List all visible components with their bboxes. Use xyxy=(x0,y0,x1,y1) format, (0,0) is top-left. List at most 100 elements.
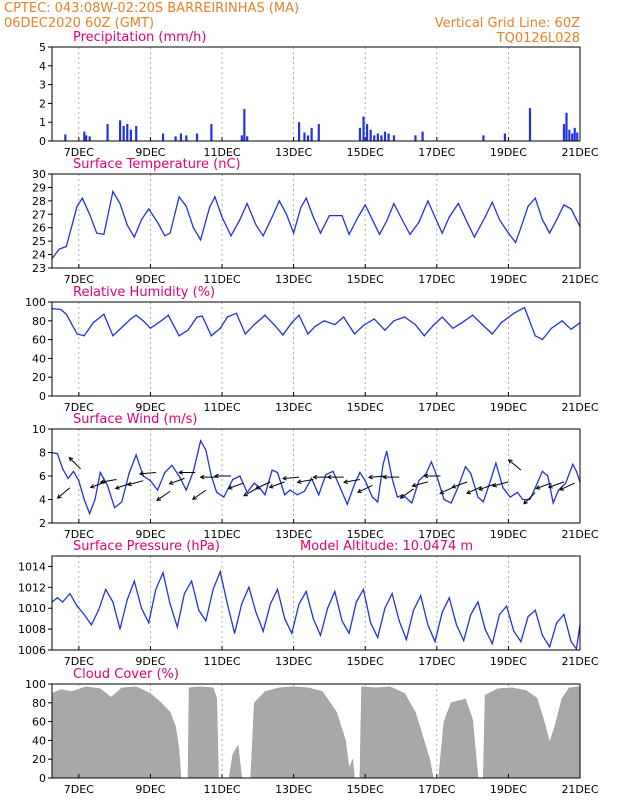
wind-data-point xyxy=(457,485,459,488)
temperature-data-point xyxy=(491,201,493,203)
cloud-cover-panel: 0 20 40 60 80 100 7DEC 9DEC 11DEC 13DEC 15DEC 17DEC… xyxy=(25,667,599,796)
wind-arrow-shaft xyxy=(548,481,565,488)
precipitation-bar xyxy=(369,129,372,141)
humidity-data-point xyxy=(135,314,137,316)
pressure-data-point xyxy=(570,641,572,643)
wind-data-point xyxy=(72,470,75,472)
wind-data-point xyxy=(149,480,152,482)
pressure-data-point xyxy=(355,601,357,603)
humidity-data-point xyxy=(323,320,325,322)
wind-arrow-shaft xyxy=(536,482,552,489)
humidity-data-point xyxy=(142,320,144,322)
pressure-data-point xyxy=(513,630,515,632)
header-code: TQ0126L028 xyxy=(496,31,580,46)
humidity-data-point xyxy=(244,333,246,335)
pressure-x-tick-label: 7DEC xyxy=(64,655,94,668)
temperature-data-point xyxy=(58,248,60,250)
temperature-data-point xyxy=(457,202,459,205)
wind-arrow-head xyxy=(411,482,417,488)
wind-data-point xyxy=(489,480,492,482)
humidity-data-point xyxy=(353,333,356,335)
cloud-cover-y-tick-label: 20 xyxy=(32,753,46,766)
temperature-data-point xyxy=(148,208,150,210)
wind-arrow xyxy=(356,484,373,493)
humidity-data-point xyxy=(500,322,502,324)
precipitation-y-tick-label: 1 xyxy=(39,116,46,129)
wind-arrow xyxy=(138,471,156,476)
humidity-data-point xyxy=(103,313,105,315)
pressure-data-point xyxy=(140,607,143,609)
wind-x-tick-label: 15DEC xyxy=(347,528,384,541)
cloud-cover-plot-frame xyxy=(51,683,581,779)
cloud-cover-x-tick-label: 11DEC xyxy=(203,783,240,796)
humidity-data-point xyxy=(130,318,132,320)
temperature-data-point xyxy=(341,215,343,217)
wind-arrow-head xyxy=(138,471,144,476)
humidity-data-point xyxy=(76,333,78,335)
precipitation-bar xyxy=(122,125,125,141)
wind-data-point xyxy=(396,496,399,498)
humidity-data-point xyxy=(334,323,336,326)
precipitation-y-tick-label: 2 xyxy=(39,97,46,110)
precipitation-y-tick-label: 0 xyxy=(39,135,46,148)
temperature-data-point xyxy=(402,220,404,222)
pressure-data-point xyxy=(105,588,107,591)
pressure-data-point xyxy=(441,611,443,614)
cloud-cover-x-tick-label: 19DEC xyxy=(490,783,527,796)
temperature-data-point xyxy=(466,221,468,223)
wind-arrow xyxy=(491,481,509,488)
wind-x-tick-label: 11DEC xyxy=(203,528,240,541)
wind-data-point xyxy=(359,471,361,474)
precipitation-x-tick-label: 17DEC xyxy=(418,146,455,159)
wind-data-point xyxy=(482,501,484,503)
temperature-data-point xyxy=(157,221,159,223)
pressure-data-point xyxy=(563,613,565,616)
humidity-title: Relative Humidity (%) xyxy=(73,285,215,300)
wind-arrow-head xyxy=(126,481,132,487)
temperature-data-point xyxy=(230,235,232,237)
wind-data-point xyxy=(418,480,420,482)
wind-arrow-head xyxy=(423,473,429,479)
precipitation-bar xyxy=(240,135,243,141)
wind-data-point xyxy=(232,478,234,481)
humidity-y-tick-label: 80 xyxy=(32,315,46,328)
precipitation-bar xyxy=(571,133,574,141)
pressure-data-point xyxy=(498,613,501,616)
wind-arrow-head xyxy=(213,473,219,479)
cloud-cover-y-tick-label: 100 xyxy=(25,678,46,691)
pressure-y-tick-label: 1012 xyxy=(18,581,46,594)
cloud-cover-y-tick-label: 40 xyxy=(32,734,46,747)
precipitation-plot-frame xyxy=(51,46,581,142)
temperature-x-tick-label: 17DEC xyxy=(418,273,455,286)
wind-arrow-head xyxy=(114,485,120,490)
humidity-data-point xyxy=(160,320,162,322)
temperature-data-point xyxy=(199,239,202,241)
wind-arrow xyxy=(343,479,360,485)
temperature-y-tick-label: 28 xyxy=(32,195,46,208)
wind-data-point xyxy=(171,464,173,467)
pressure-data-point xyxy=(97,609,100,611)
pressure-data-point xyxy=(506,605,508,607)
humidity-data-point xyxy=(414,323,416,326)
humidity-x-tick-label: 21DEC xyxy=(561,401,598,414)
precipitation-x-tick-label: 21DEC xyxy=(561,146,598,159)
wind-data-point xyxy=(185,489,187,491)
temperature-data-point xyxy=(527,205,529,207)
wind-arrow-head xyxy=(243,492,248,497)
temperature-x-tick-label: 13DEC xyxy=(275,273,312,286)
temperature-data-point xyxy=(534,197,536,199)
pressure-x-tick-label: 9DEC xyxy=(135,655,165,668)
temperature-data-point xyxy=(112,190,114,193)
wind-arrow-head xyxy=(156,496,162,502)
pressure-data-point xyxy=(162,572,164,574)
humidity-x-tick-label: 11DEC xyxy=(203,401,240,414)
precipitation-bar xyxy=(161,133,165,141)
wind-data-point xyxy=(547,475,549,477)
wind-data-point xyxy=(552,502,554,504)
humidity-data-point xyxy=(461,322,463,324)
precipitation-bar xyxy=(64,134,67,141)
